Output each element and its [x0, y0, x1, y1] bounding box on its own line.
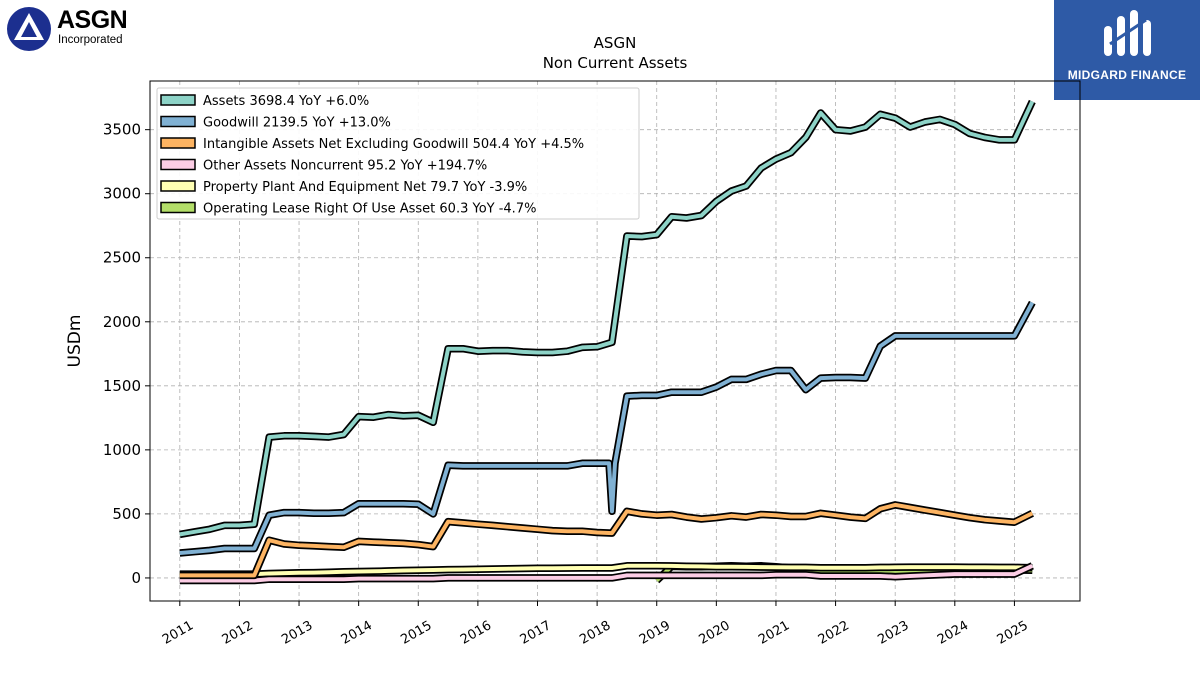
x-tick-label: 2013 — [279, 618, 315, 648]
series-0 — [179, 99, 1036, 539]
x-tick-label: 2020 — [697, 618, 733, 648]
y-tick-label: 3500 — [103, 121, 141, 139]
midgard-logo-mark — [1104, 10, 1151, 56]
legend-swatch — [160, 115, 196, 128]
x-tick-label: 2017 — [518, 618, 554, 648]
legend-label: Operating Lease Right Of Use Asset 60.3 … — [203, 202, 536, 217]
y-tick-label: 3000 — [103, 185, 141, 203]
y-axis-label: USDm — [65, 315, 85, 368]
legend-swatch — [160, 158, 196, 171]
asgn-logo-text: ASGN — [57, 6, 128, 34]
y-tick-label: 0 — [131, 569, 141, 587]
series-3 — [179, 562, 1034, 585]
legend-swatch — [160, 201, 196, 214]
midgard-logo-text: MIDGARD FINANCE — [1067, 68, 1187, 82]
chart-subtitle: Non Current Assets — [543, 54, 688, 72]
legend-label: Other Assets Noncurrent 95.2 YoY +194.7% — [203, 159, 487, 174]
y-tick-label: 2000 — [103, 313, 141, 331]
x-tick-label: 2021 — [756, 618, 792, 648]
chart-title: ASGN — [594, 34, 637, 52]
x-tick-label: 2016 — [458, 618, 494, 648]
y-tick-label: 1500 — [103, 377, 141, 395]
y-tick-label: 1000 — [103, 441, 141, 459]
legend-label: Assets 3698.4 YoY +6.0% — [203, 94, 369, 109]
x-tick-label: 2011 — [160, 618, 196, 648]
legend-swatch — [160, 137, 196, 149]
plot-frame — [149, 80, 1081, 602]
series-lines — [179, 99, 1036, 585]
series-line — [179, 301, 1035, 555]
x-tick-label: 2015 — [398, 618, 434, 648]
legend-label: Intangible Assets Net Excluding Goodwill… — [203, 137, 584, 152]
y-tick-label: 500 — [112, 505, 141, 523]
asgn-logo: ASGN Incorporated — [4, 4, 164, 54]
series-line — [179, 502, 1034, 578]
legend: Assets 3698.4 YoY +6.0% Goodwill 2139.5 Y… — [156, 87, 640, 220]
y-tick-label: 2500 — [103, 249, 141, 267]
series-line — [179, 563, 1033, 577]
x-tick-label: 2012 — [220, 618, 256, 648]
midgard-finance-logo: MIDGARD FINANCE — [1054, 0, 1200, 100]
series-line — [179, 563, 1034, 583]
x-tick-label: 2023 — [875, 618, 911, 648]
series-line — [179, 100, 1035, 537]
series-4 — [179, 562, 1033, 578]
x-tick-label: 2018 — [577, 618, 613, 648]
legend-swatch — [160, 94, 196, 106]
asgn-logo-subtext: Incorporated — [58, 34, 123, 46]
series-line-outline — [179, 300, 1036, 557]
x-tick-label: 2019 — [637, 618, 673, 648]
series-1 — [179, 300, 1036, 557]
x-tick-label: 2014 — [339, 618, 375, 648]
x-tick-label: 2024 — [935, 618, 971, 648]
legend-swatch — [160, 180, 196, 192]
series-2 — [179, 501, 1034, 580]
legend-label: Goodwill 2139.5 YoY +13.0% — [203, 116, 391, 131]
x-tick-label: 2022 — [816, 618, 852, 648]
x-tick-label: 2025 — [995, 618, 1031, 648]
legend-box — [156, 87, 640, 220]
asgn-logo-mark — [7, 7, 51, 51]
legend-label: Property Plant And Equipment Net 79.7 Yo… — [203, 180, 527, 195]
